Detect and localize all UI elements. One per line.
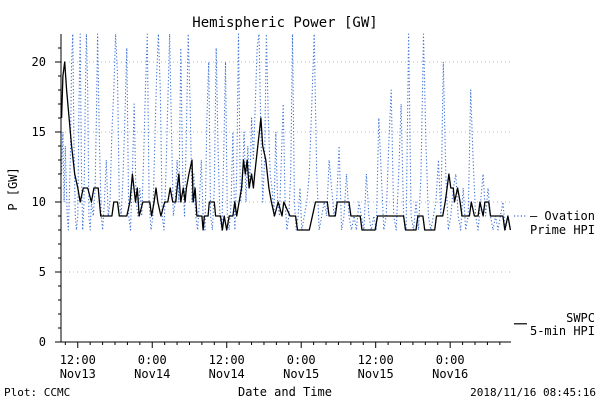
x-tick-date: Nov15 <box>283 367 319 381</box>
x-tick-date: Nov14 <box>134 367 170 381</box>
plot-timestamp: 2018/11/16 08:45:16 <box>470 386 596 399</box>
x-tick-date: Nov14 <box>209 367 245 381</box>
x-axis-label: Date and Time <box>238 385 332 399</box>
swpc-series-line <box>60 61 512 231</box>
plot-credit: Plot: CCMC <box>4 386 70 399</box>
x-tick-time: 12:00 <box>358 353 394 367</box>
chart-title: Hemispheric Power [GW] <box>192 15 377 31</box>
y-gridlines <box>61 61 511 273</box>
y-tick-label: 10 <box>32 195 46 209</box>
legend-label: 5-min HPI <box>530 324 595 338</box>
y-axis-ticks: 0 5 10 15 20 <box>32 47 61 349</box>
x-axis-ticks: 12:00Nov130:00Nov1412:00Nov140:00Nov1512… <box>60 342 501 381</box>
y-tick-label: 0 <box>39 335 46 349</box>
y-tick-label: 5 <box>39 265 46 279</box>
x-tick-date: Nov13 <box>60 367 96 381</box>
legend-label: – Ovation <box>530 209 595 223</box>
ovation-prime-series-line <box>61 33 511 231</box>
legend-label: SWPC <box>566 311 595 325</box>
x-tick-time: 12:00 <box>209 353 245 367</box>
y-axis-label: P [GW] <box>6 167 20 210</box>
legend-label: Prime HPI <box>530 223 595 237</box>
x-tick-time: 0:00 <box>138 353 167 367</box>
y-tick-label: 15 <box>32 125 46 139</box>
x-tick-time: 12:00 <box>60 353 96 367</box>
y-tick-label: 20 <box>32 55 46 69</box>
x-tick-date: Nov15 <box>358 367 394 381</box>
series-layer <box>60 33 512 231</box>
x-tick-time: 0:00 <box>436 353 465 367</box>
x-tick-time: 0:00 <box>287 353 316 367</box>
x-tick-date: Nov16 <box>432 367 468 381</box>
